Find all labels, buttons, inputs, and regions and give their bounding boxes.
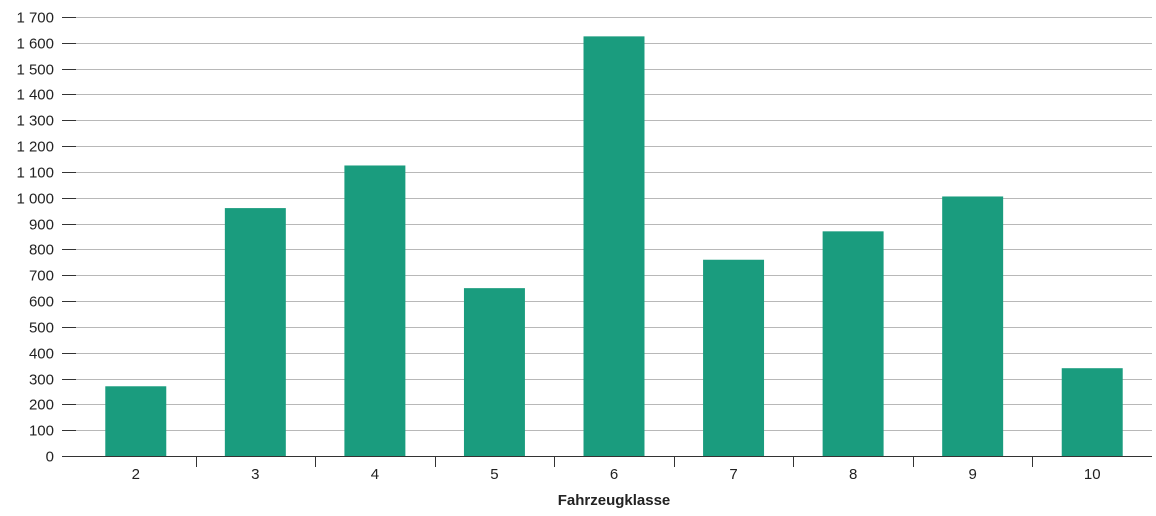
axes <box>62 17 1152 467</box>
y-tick-label: 500 <box>29 320 54 337</box>
y-tick-label: 300 <box>29 372 54 389</box>
bar-6 <box>583 36 645 456</box>
bar-8 <box>822 231 884 456</box>
bar-9 <box>942 196 1004 457</box>
x-tick-label: 9 <box>968 466 976 483</box>
tick-labels: 0 100 200 300 400 500 600 700 800 900 1 000 1 100 1 … <box>16 10 1100 484</box>
y-tick-label: 700 <box>29 268 54 285</box>
y-tick-label: 1 200 <box>16 139 54 156</box>
bar-4 <box>344 165 406 456</box>
y-tick-label: 200 <box>29 397 54 414</box>
bar-5 <box>463 288 525 456</box>
y-tick-label: 900 <box>29 217 54 234</box>
y-tick-label: 1 300 <box>16 113 54 130</box>
x-tick-label: 5 <box>490 466 498 483</box>
x-tick-label: 10 <box>1084 466 1101 483</box>
y-tick-label: 1 500 <box>16 62 54 79</box>
y-tick-label: 1 000 <box>16 191 54 208</box>
x-tick-label: 6 <box>610 466 618 483</box>
x-tick-label: 4 <box>371 466 379 483</box>
y-tick-label: 100 <box>29 423 54 440</box>
y-tick-label: 0 <box>46 449 54 466</box>
y-tick-label: 800 <box>29 242 54 259</box>
x-tick-label: 7 <box>729 466 737 483</box>
x-tick-label: 3 <box>251 466 259 483</box>
bar-10 <box>1061 368 1123 456</box>
y-tick-label: 400 <box>29 346 54 363</box>
bar-7 <box>703 259 765 456</box>
y-tick-label: 1 400 <box>16 87 54 104</box>
x-tick-label: 2 <box>132 466 140 483</box>
y-tick-label: 600 <box>29 294 54 311</box>
bar-3 <box>224 208 286 456</box>
x-axis-title: Fahrzeugklasse <box>558 492 671 509</box>
y-tick-label: 1 700 <box>16 10 54 27</box>
bar-2 <box>105 386 167 456</box>
x-tick-label: 8 <box>849 466 857 483</box>
y-tick-label: 1 100 <box>16 165 54 182</box>
bars <box>105 36 1123 457</box>
y-tick-label: 1 600 <box>16 36 54 53</box>
